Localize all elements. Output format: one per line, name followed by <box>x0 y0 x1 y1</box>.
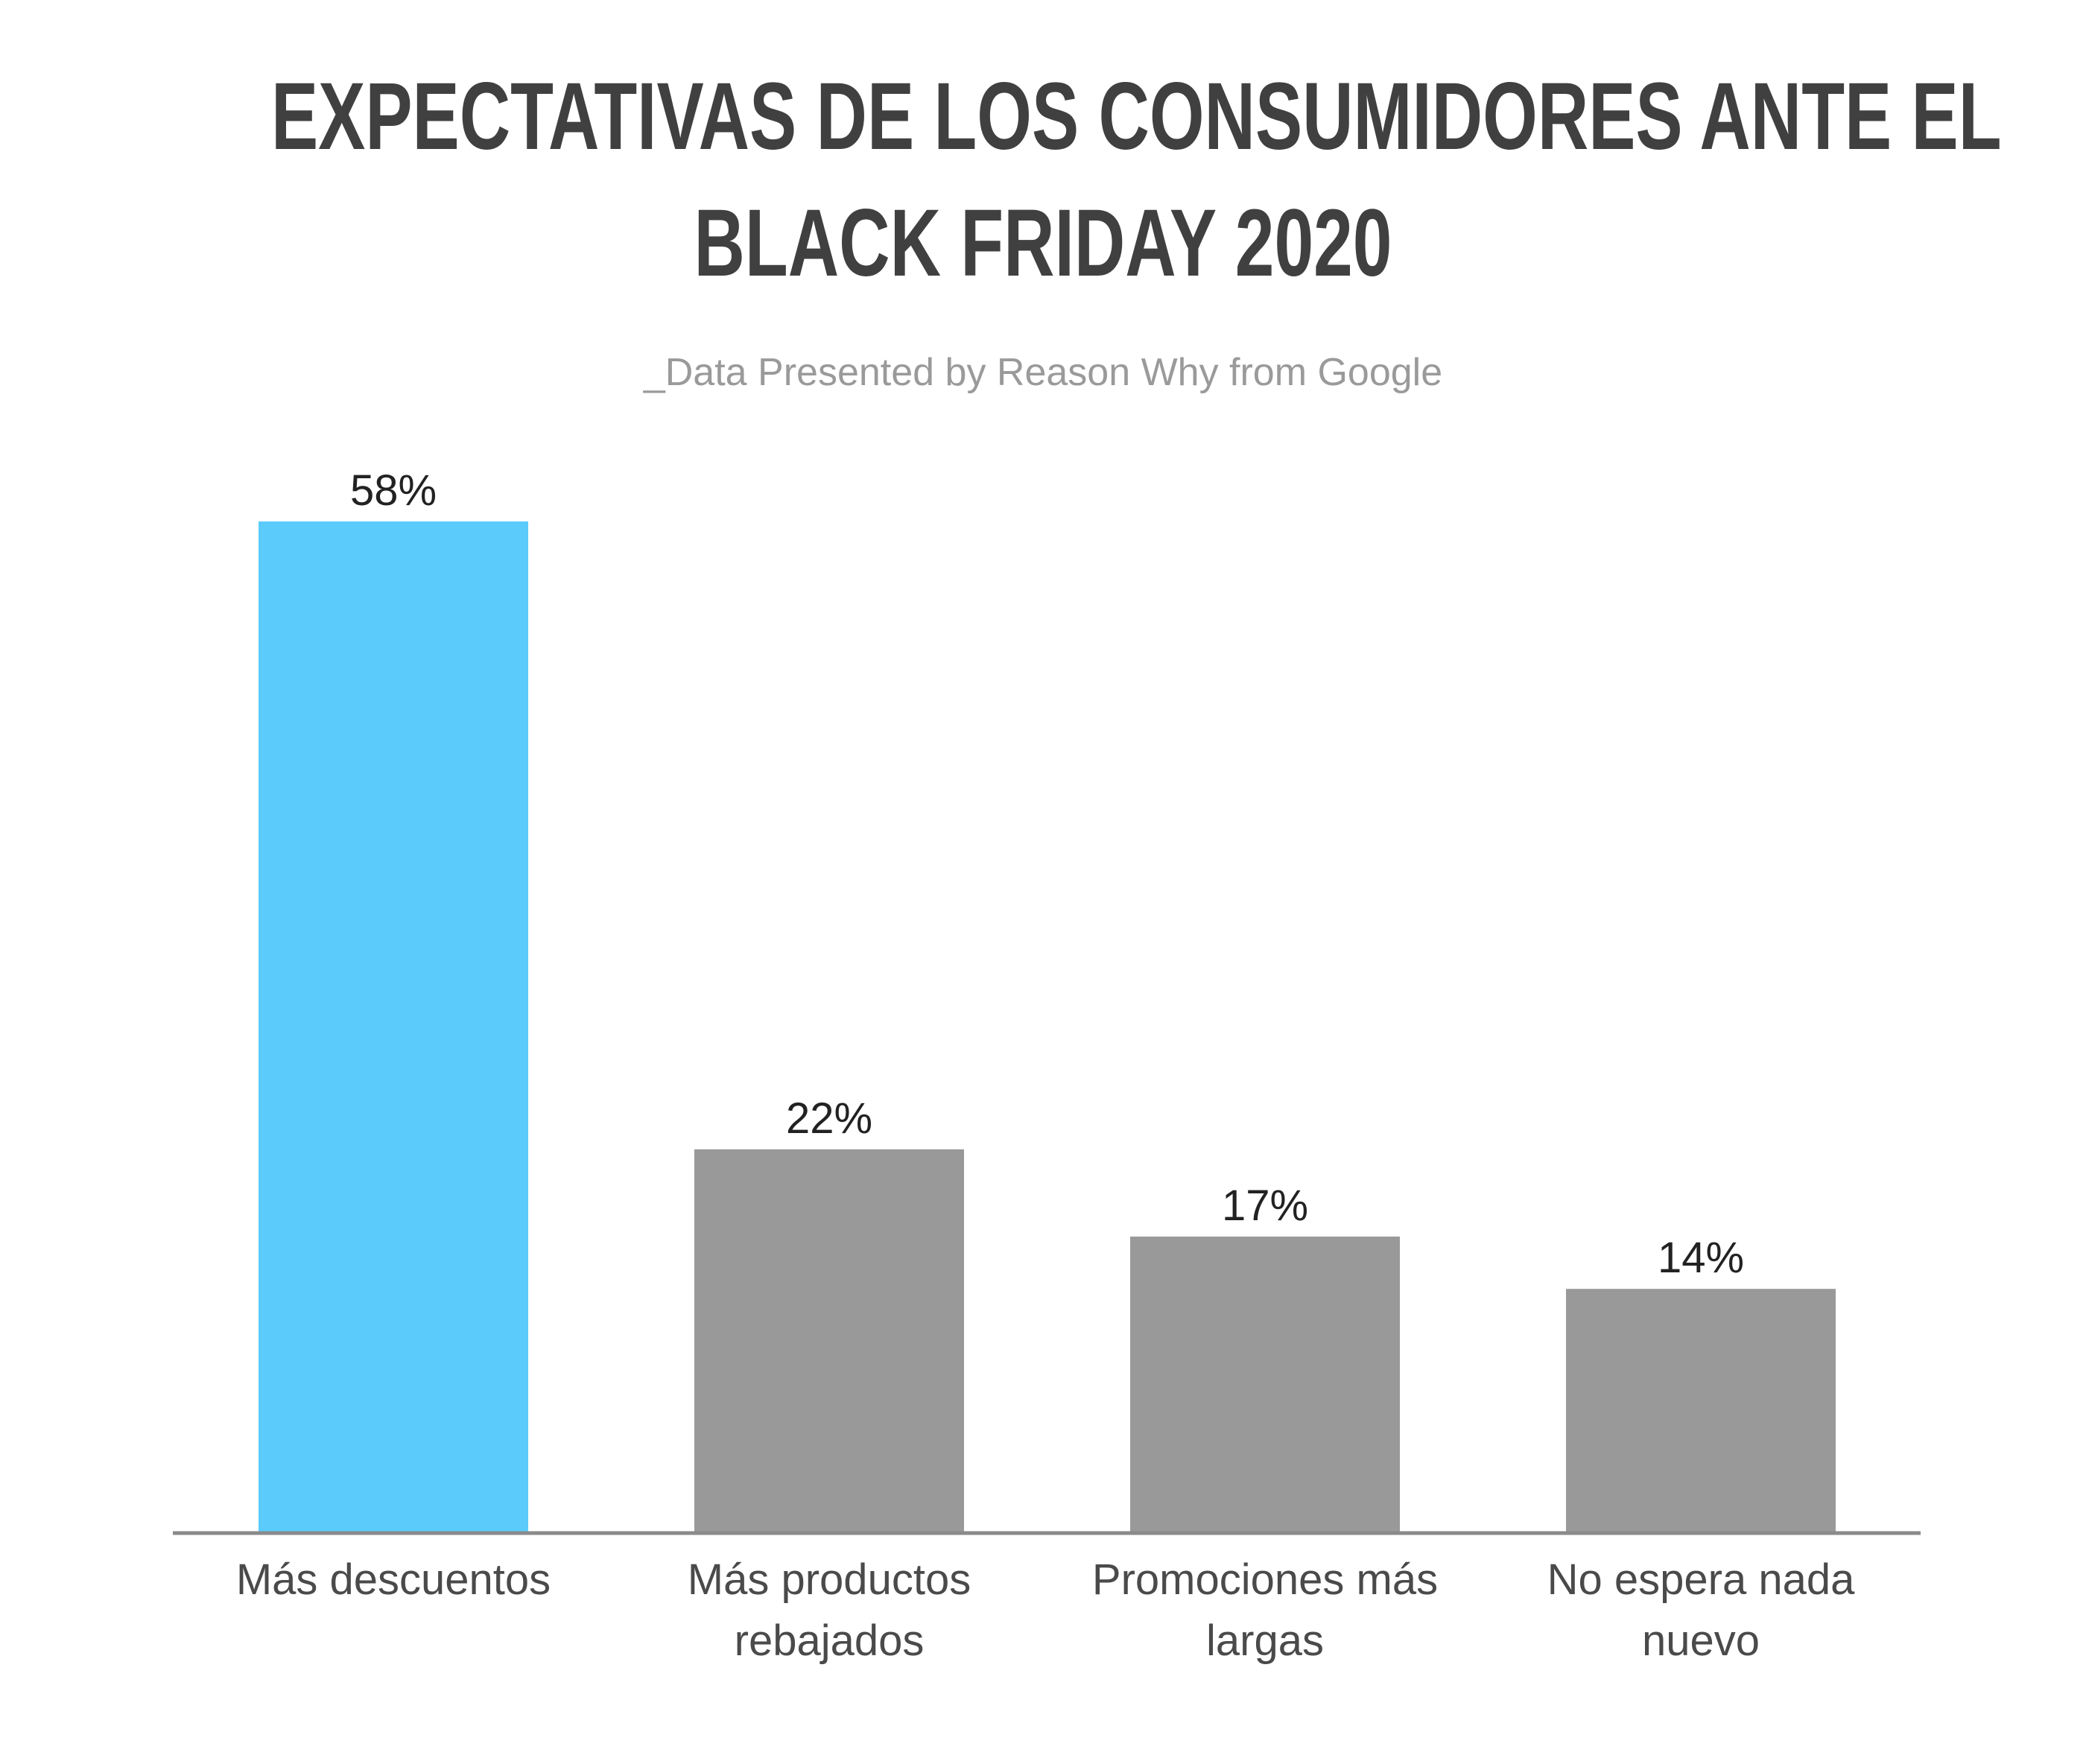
category-label-2: Más productos rebajados <box>688 1555 971 1665</box>
title-line-2: BLACK FRIDAY 2020 <box>694 190 1392 296</box>
data-label-1: 58% <box>350 466 437 515</box>
bar-1 <box>259 521 528 1533</box>
data-label-3: 17% <box>1222 1181 1308 1230</box>
data-label-2: 22% <box>786 1094 872 1143</box>
data-label-4: 14% <box>1658 1234 1744 1282</box>
chart-subtitle: _Data Presented by Reason Why from Googl… <box>643 351 1443 394</box>
category-label-3: Promociones más largas <box>1092 1555 1438 1665</box>
title-line-1: EXPECTATIVAS DE LOS CONSUMIDORES ANTE EL <box>271 63 2002 170</box>
category-label-4: No espera nada nuevo <box>1547 1555 1855 1665</box>
category-label-1: Más descuentos <box>236 1555 551 1604</box>
bar-3 <box>1130 1236 1400 1533</box>
bar-2 <box>694 1149 964 1533</box>
bar-4 <box>1566 1289 1836 1533</box>
chart-title: EXPECTATIVAS DE LOS CONSUMIDORES ANTE EL… <box>271 54 2002 307</box>
